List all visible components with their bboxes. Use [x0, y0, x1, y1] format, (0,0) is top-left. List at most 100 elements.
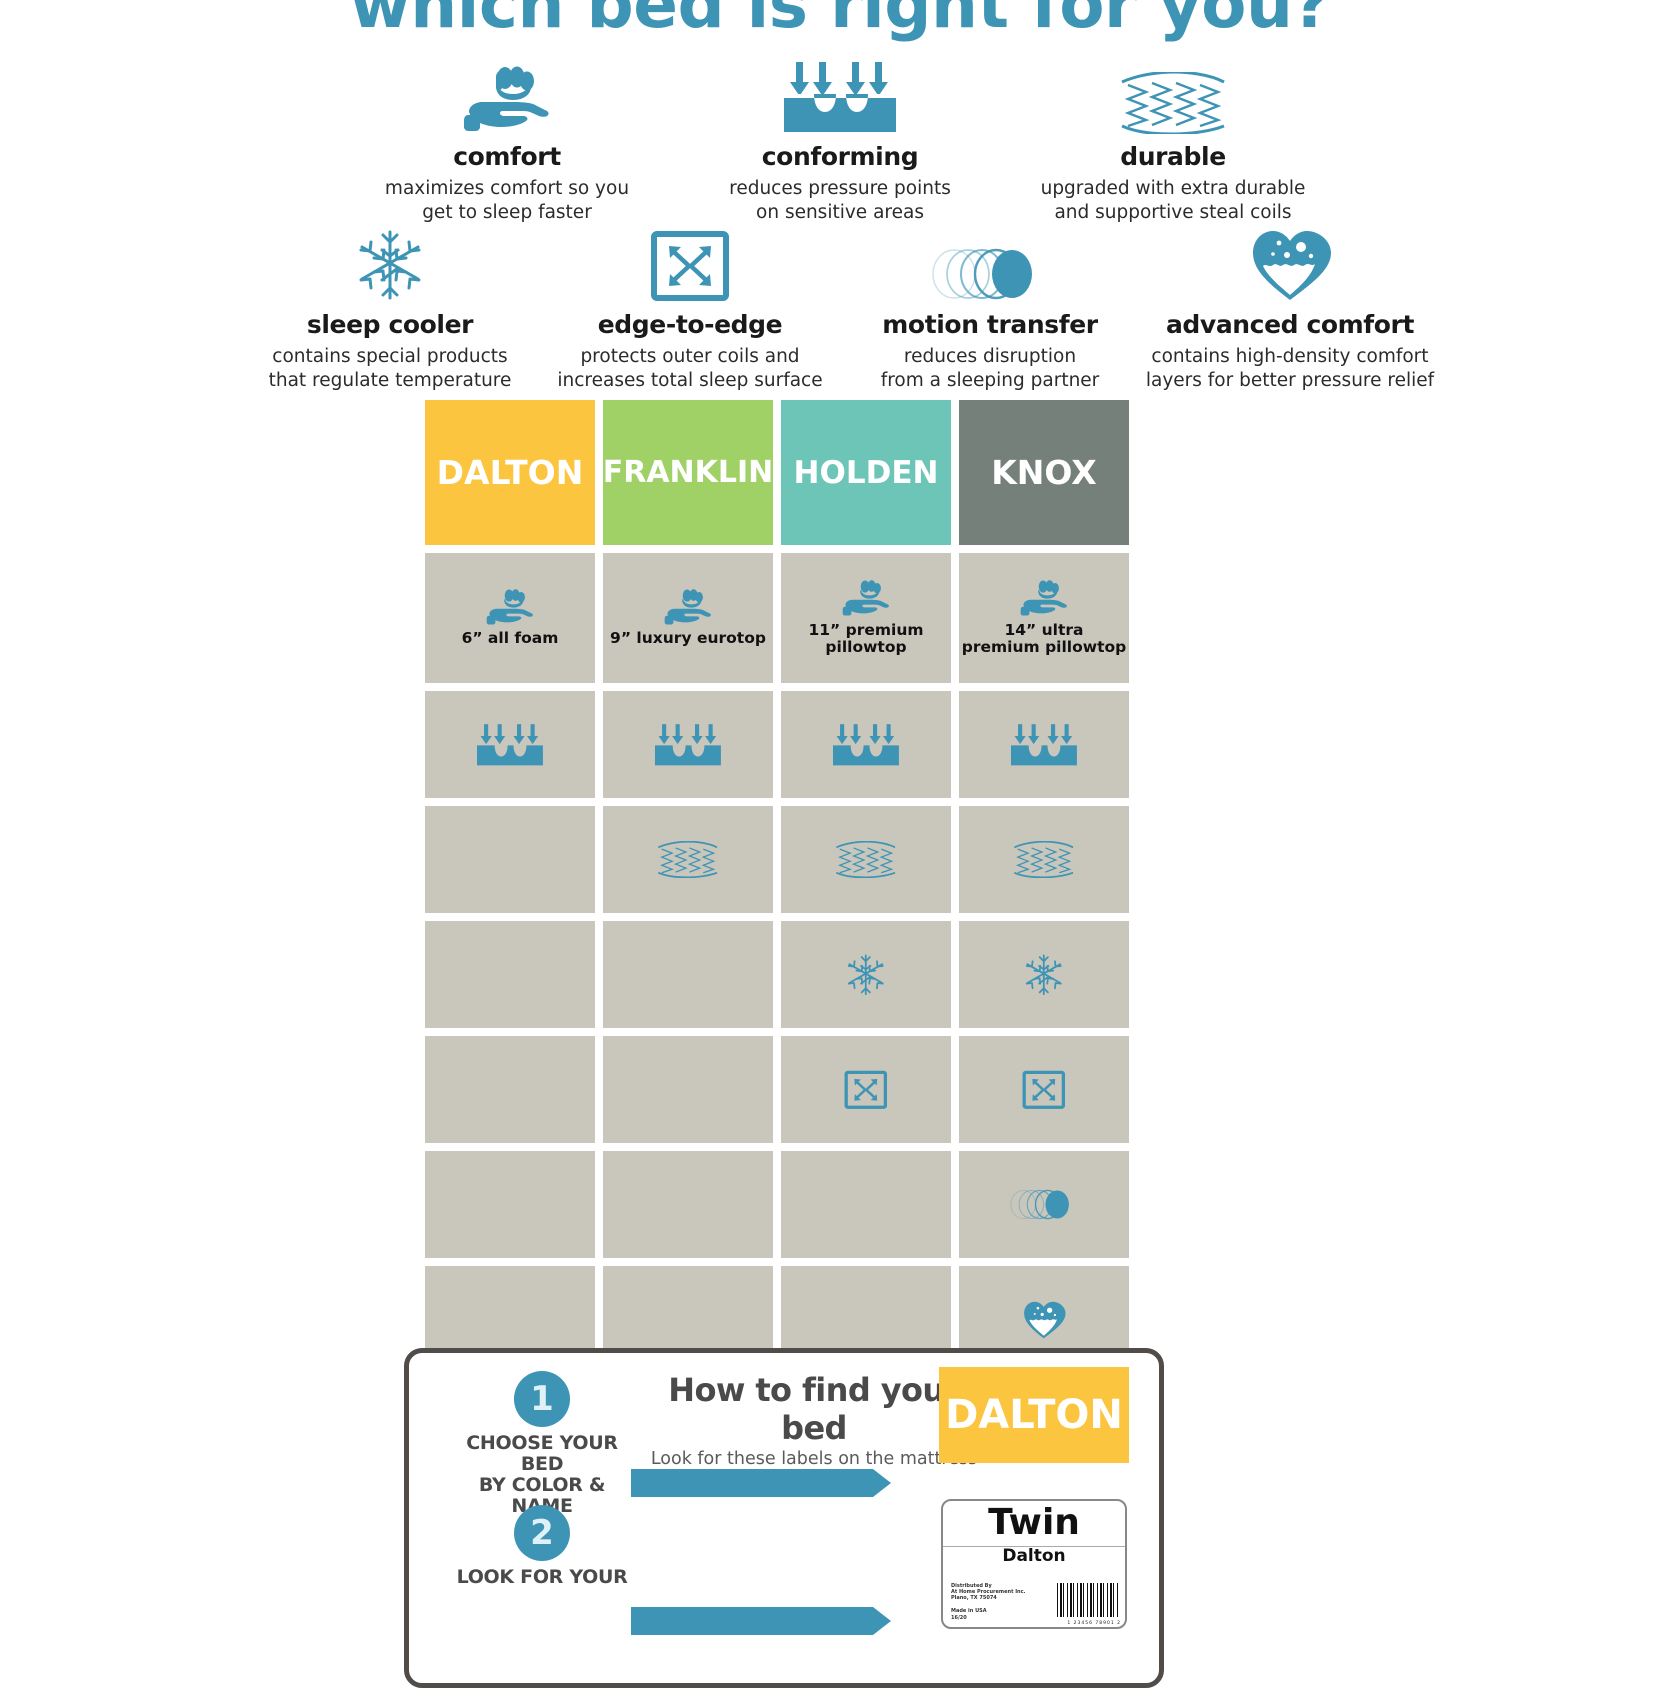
feature-description: protects outer coils and increases total…	[557, 346, 823, 391]
feature-name: durable	[1120, 142, 1226, 171]
feature-conforming: conforming reduces pressure points on se…	[674, 60, 1007, 225]
mattress-bed-name: Dalton	[1002, 1546, 1066, 1566]
step-1: 1 CHOOSE YOUR BED BY COLOR & NAME	[447, 1371, 637, 1517]
edge-to-edge-icon	[1022, 1070, 1066, 1110]
conforming-arrows-icon	[473, 723, 547, 767]
feature-name: comfort	[453, 142, 561, 171]
step-number: 2	[514, 1505, 570, 1561]
coils-durable-icon	[1118, 60, 1228, 134]
feature-description: reduces disruption from a sleeping partn…	[880, 346, 1100, 391]
feature-comfort: comfort maximizes comfort so you get to …	[341, 60, 674, 225]
step-number: 1	[514, 1371, 570, 1427]
grid-cell-knox-conforming	[959, 691, 1129, 798]
step-label: LOOK FOR YOUR	[456, 1566, 628, 1588]
feature-edge-to-edge: edge-to-edge protects outer coils and in…	[540, 228, 840, 393]
feature-name: motion transfer	[882, 310, 1098, 339]
grid-cell-franklin-sleep-cooler	[603, 921, 773, 1028]
hand-comfort-icon	[1020, 580, 1068, 617]
feature-motion-transfer: motion transfer reduces disruption from …	[840, 228, 1140, 393]
grid-cell-holden-durable	[781, 806, 951, 913]
grid-cell-knox-motion-transfer	[959, 1151, 1129, 1258]
grid-cell-dalton-edge-to-edge	[425, 1036, 595, 1143]
snowflake-icon	[353, 228, 427, 302]
bed-name: KNOX	[991, 453, 1097, 492]
grid-cell-holden-conforming	[781, 691, 951, 798]
mattress-spec-label: 14” ultra premium pillowtop	[961, 620, 1127, 656]
grid-cell-holden-edge-to-edge	[781, 1036, 951, 1143]
barcode-icon	[1057, 1583, 1119, 1617]
bed-column-header-holden[interactable]: HOLDEN	[781, 400, 951, 545]
step-1-arrow	[631, 1469, 891, 1497]
grid-cell-dalton-comfort: 6” all foam	[425, 553, 595, 683]
mattress-size: Twin	[988, 1502, 1080, 1543]
grid-cell-knox-comfort: 14” ultra premium pillowtop	[959, 553, 1129, 683]
feature-description: contains special products that regulate …	[268, 346, 512, 391]
grid-cell-holden-sleep-cooler	[781, 921, 951, 1028]
motion-transfer-icon	[1008, 1188, 1081, 1221]
grid-cell-holden-motion-transfer	[781, 1151, 951, 1258]
grid-cell-dalton-motion-transfer	[425, 1151, 595, 1258]
panel-title: How to find your bed	[668, 1371, 960, 1447]
conforming-arrows-icon	[829, 723, 903, 767]
panel-heading: How to find your bed Look for these labe…	[649, 1371, 979, 1469]
feature-name: sleep cooler	[306, 310, 474, 339]
feature-row-primary: comfort maximizes comfort so you get to …	[340, 60, 1340, 225]
feature-description: maximizes comfort so you get to sleep fa…	[384, 178, 630, 223]
mattress-spec-label: 9” luxury eurotop	[610, 629, 766, 648]
coils-durable-icon	[656, 841, 719, 878]
feature-sleep-cooler: sleep cooler contains special products t…	[240, 228, 540, 393]
advanced-comfort-icon	[1022, 1300, 1066, 1340]
mattress-spec-label: 6” all foam	[461, 629, 559, 648]
grid-cell-franklin-motion-transfer	[603, 1151, 773, 1258]
feature-description: reduces pressure points on sensitive are…	[729, 178, 951, 223]
grid-cell-knox-sleep-cooler	[959, 921, 1129, 1028]
step-2-arrow	[631, 1607, 891, 1635]
barcode-number: 1 23456 78901 2	[1067, 1621, 1121, 1626]
edge-to-edge-icon	[650, 228, 730, 302]
coils-durable-icon	[1012, 841, 1075, 878]
page-title: which bed is right for you?	[349, 0, 1331, 43]
feature-name: conforming	[761, 142, 919, 171]
grid-cell-franklin-edge-to-edge	[603, 1036, 773, 1143]
panel-subtitle: Look for these labels on the mattress	[650, 1449, 978, 1469]
feature-durable: durable upgraded with extra durable and …	[1007, 60, 1340, 225]
feature-name: edge-to-edge	[597, 310, 783, 339]
grid-cell-franklin-comfort: 9” luxury eurotop	[603, 553, 773, 683]
bed-column-header-dalton[interactable]: DALTON	[425, 400, 595, 545]
bed-name: FRANKLIN	[602, 455, 774, 490]
grid-cell-knox-durable	[959, 806, 1129, 913]
conforming-arrows-icon	[1007, 723, 1081, 767]
feature-row-secondary: sleep cooler contains special products t…	[240, 228, 1440, 393]
step-2: 2 LOOK FOR YOUR	[447, 1505, 637, 1588]
feature-description: contains high-density comfort layers for…	[1145, 346, 1435, 391]
feature-description: upgraded with extra durable and supporti…	[1040, 178, 1306, 223]
feature-name: advanced comfort	[1165, 310, 1415, 339]
conforming-arrows-icon	[780, 60, 900, 134]
mattress-fine-print: Distributed By At Home Procurement Inc. …	[951, 1582, 1026, 1621]
hand-comfort-icon	[664, 589, 712, 626]
advanced-comfort-icon	[1249, 228, 1331, 302]
edge-to-edge-icon	[844, 1070, 888, 1110]
bed-column-header-franklin[interactable]: FRANKLIN	[603, 400, 773, 545]
label-divider	[943, 1546, 1125, 1547]
snowflake-icon	[844, 953, 888, 997]
hand-comfort-icon	[463, 60, 551, 134]
grid-cell-franklin-conforming	[603, 691, 773, 798]
dalton-color-swatch: DALTON	[939, 1367, 1129, 1463]
coils-durable-icon	[834, 841, 897, 878]
bed-name: DALTON	[436, 453, 584, 492]
motion-transfer-icon	[928, 228, 1052, 302]
grid-cell-dalton-durable	[425, 806, 595, 913]
swatch-label: DALTON	[945, 1392, 1123, 1438]
grid-cell-dalton-sleep-cooler	[425, 921, 595, 1028]
mattress-spec-label: 11” premium pillowtop	[808, 620, 924, 656]
grid-cell-franklin-durable	[603, 806, 773, 913]
bed-column-header-knox[interactable]: KNOX	[959, 400, 1129, 545]
mattress-law-tag: Twin Dalton Distributed By At Home Procu…	[941, 1499, 1127, 1629]
bed-name: HOLDEN	[793, 454, 939, 491]
conforming-arrows-icon	[651, 723, 725, 767]
snowflake-icon	[1022, 953, 1066, 997]
bed-comparison-grid: DALTON FRANKLIN HOLDEN KNOX 6” all foam 9” lu…	[425, 400, 1129, 1373]
how-to-find-panel: How to find your bed Look for these labe…	[404, 1348, 1164, 1688]
